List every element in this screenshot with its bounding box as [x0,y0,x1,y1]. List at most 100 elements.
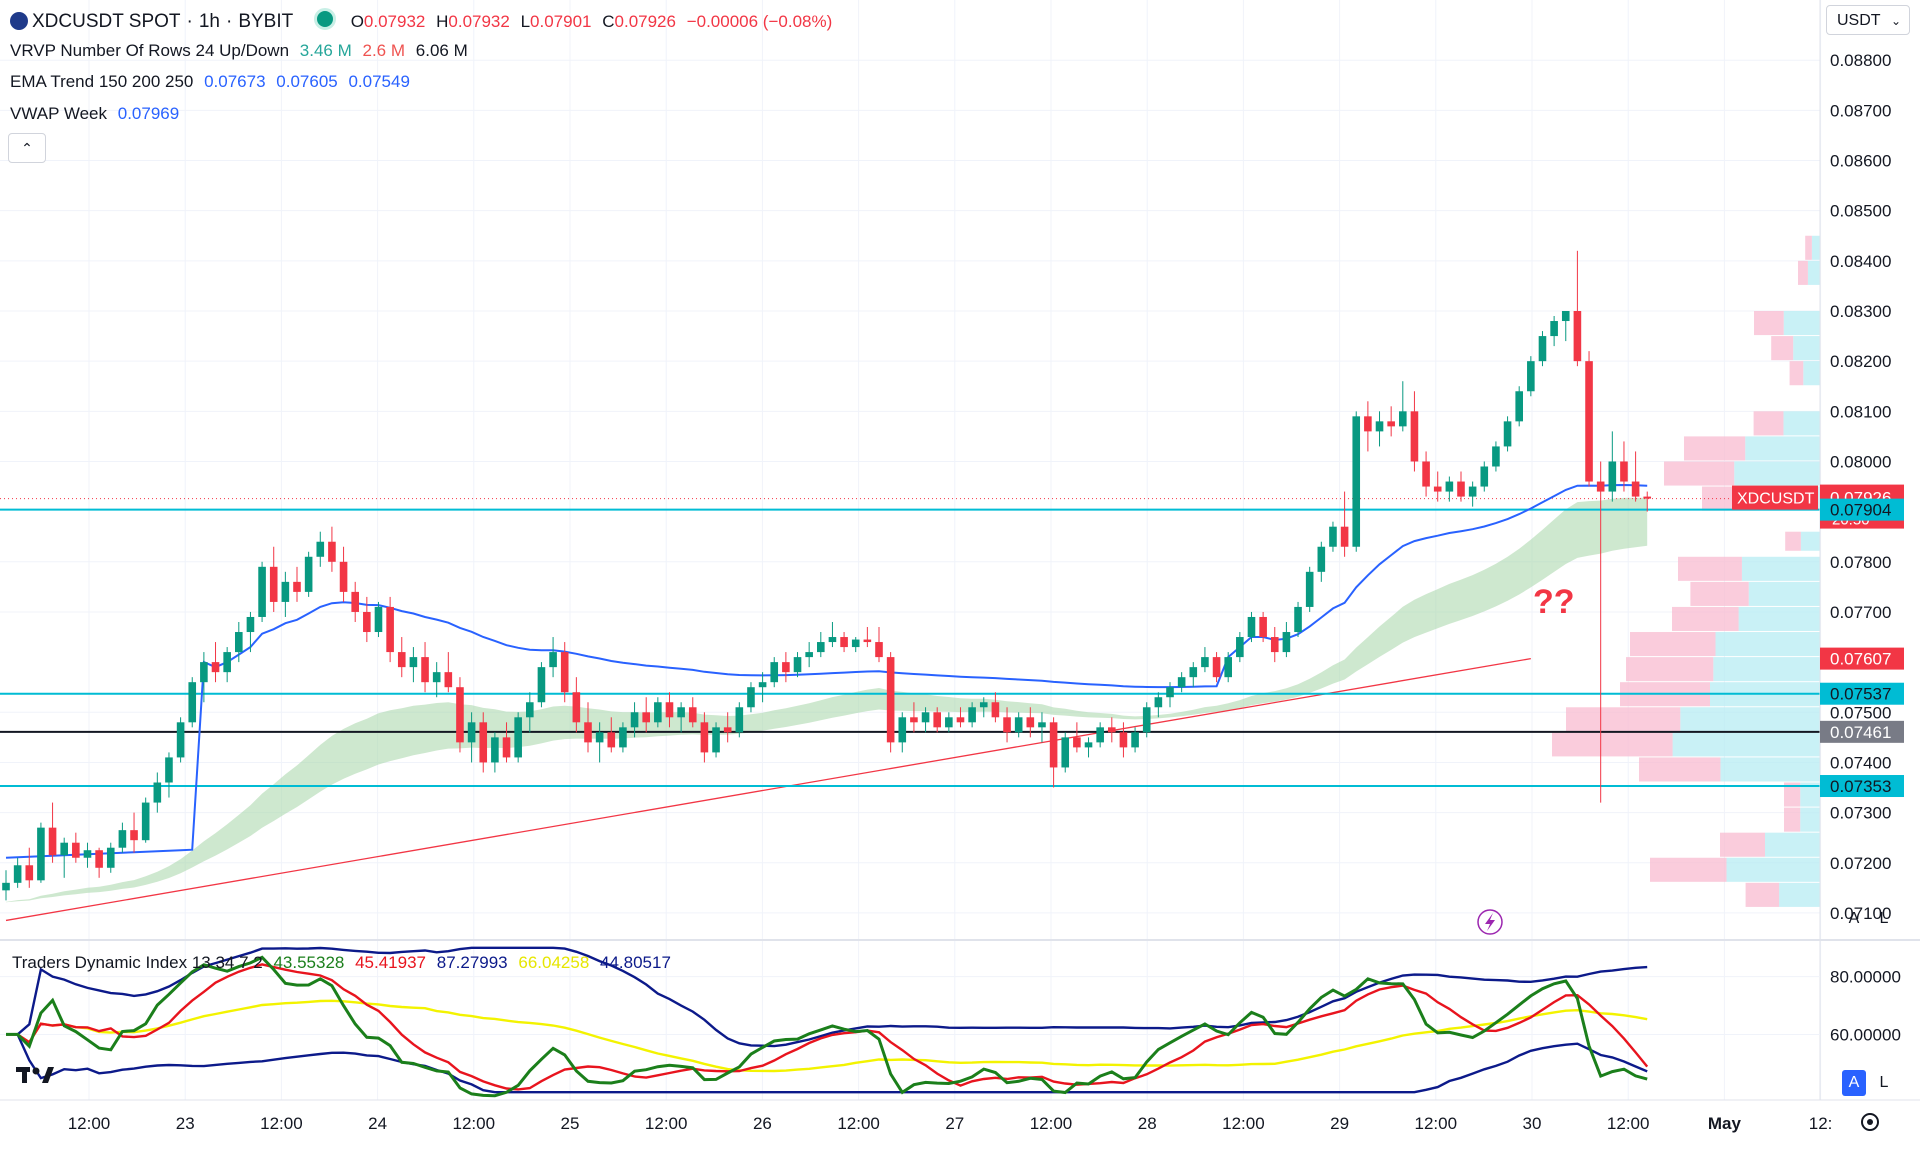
candle-body [1061,737,1070,768]
volume-profile-up-bar [1811,235,1820,260]
volume-profile-down-bar [1672,606,1739,632]
currency-select[interactable]: USDT ⌄ [1826,5,1910,35]
tdi-tick-label: 60.00000 [1830,1025,1901,1044]
candle-body [293,581,301,592]
volume-profile-up-bar [1713,657,1820,682]
candle-body [1608,461,1617,492]
candle-body [1329,526,1337,547]
tdi-legend[interactable]: Traders Dynamic Index 13 34 7 2 43.55328… [12,953,677,973]
exchange: BYBIT [238,11,294,32]
candle-body [60,842,68,856]
volume-profile-down-bar [1789,361,1804,386]
candle-body [1620,461,1628,482]
candle-body [1457,481,1465,497]
time-tick-label: 12:00 [645,1114,688,1133]
time-tick-label: 12:00 [1030,1114,1073,1133]
candle-body [572,692,581,723]
collapse-legend-button[interactable]: ⌃ [8,133,46,163]
candle-body [921,712,930,723]
time-tick-label: 23 [176,1114,195,1133]
candle-body [1480,466,1489,487]
candle-body [1142,707,1151,733]
candle-body [1399,411,1407,427]
time-tick-label: 27 [945,1114,964,1133]
candle-body [1270,637,1279,653]
candle-body [1131,732,1139,748]
candle-body [1503,421,1512,447]
candle-body [735,707,744,733]
vwap-legend[interactable]: VWAP Week 0.07969 [10,104,185,124]
volume-profile-up-bar [1745,436,1820,461]
chevron-down-icon: ⌄ [1890,14,1901,28]
volume-profile-down-bar [1785,531,1801,551]
low-value: 0.07901 [530,12,592,31]
level-tag-bg [1820,682,1904,705]
candle-body [339,561,348,592]
volume-profile-down-bar [1639,757,1721,782]
chevron-up-icon: ⌃ [21,140,33,156]
volume-profile-up-bar [1734,461,1820,486]
price-tick-label: 0.07500 [1830,703,1891,722]
tdi-log-scale-button[interactable]: L [1879,1074,1889,1091]
candle-body [910,717,918,723]
candle-body [1212,657,1221,678]
candle-body [956,717,965,723]
candle-body [595,732,604,743]
candle-body [875,642,883,658]
volume-profile-down-bar [1664,461,1735,486]
tdi-rsi-line [6,955,1648,1098]
level-tag-bg [1820,720,1904,743]
tdi-auto-scale-button[interactable]: A [1842,1070,1866,1096]
level-tag-bg [1820,647,1904,670]
close-value: 0.07926 [614,12,676,31]
level-tag: 0.07904 [1830,501,1891,520]
candle-body [258,566,266,617]
volume-profile-down-bar [1566,707,1681,732]
candle-body [95,850,103,868]
high-label: H [436,12,449,31]
lightning-icon [1485,913,1495,931]
candle-body [479,722,488,763]
time-tick-label: 28 [1138,1114,1157,1133]
candle-body [1387,421,1395,427]
candle-body [363,611,371,633]
currency-value: USDT [1837,12,1881,29]
candle-body [526,702,534,718]
vrvp-legend[interactable]: VRVP Number Of Rows 24 Up/Down 3.46 M 2.… [10,41,474,61]
symbol-legend: XDCUSDT SPOT · 1h · BYBIT O0.07932 H0.07932 … [10,8,838,33]
volume-profile-down-bar [1745,882,1780,907]
tdi-tick-label: 80.00000 [1830,968,1901,987]
price-tick-label: 0.08700 [1830,101,1891,120]
tdi-v3: 87.27993 [436,953,508,972]
candle-body [1410,411,1419,462]
volume-profile-up-bar [1726,857,1820,882]
settings-gear-icon [1867,1119,1873,1125]
candle-body [1014,717,1023,733]
volume-profile-down-bar [1805,235,1812,260]
tdi-label: Traders Dynamic Index 13 34 7 2 [12,953,263,972]
auto-scale-button[interactable]: A [1848,910,1860,927]
candle-body [991,702,1000,718]
ema-legend[interactable]: EMA Trend 150 200 250 0.07673 0.07605 0.… [10,72,416,92]
candle-body [514,717,522,758]
vrvp-total: 6.06 M [415,41,468,60]
trend-line [5,657,1531,922]
tdi-upper-band [6,946,1648,1048]
candle-body [1375,421,1384,432]
volume-profile-up-bar [1738,606,1820,632]
log-scale-button[interactable]: L [1879,910,1889,927]
price-tick-label: 0.07100 [1830,904,1891,923]
price-tick-label: 0.07200 [1830,854,1891,873]
settings-gear-icon [1861,1113,1879,1131]
volume-profile-up-bar [1715,632,1820,657]
candle-body [898,717,907,743]
candle-body [1154,697,1163,708]
time-tick-label: 12:00 [1222,1114,1265,1133]
candle-body [1073,737,1081,748]
time-tick-label: 12:00 [1415,1114,1458,1133]
volume-profile-down-bar [1771,336,1794,361]
level-tag: 0.07607 [1830,650,1891,669]
candle-body [619,727,627,748]
candle-body [817,642,825,653]
